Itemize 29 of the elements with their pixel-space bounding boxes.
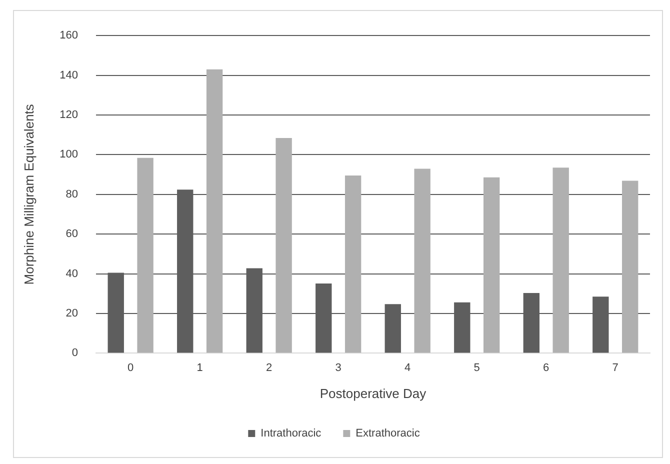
legend-label: Extrathoracic: [356, 428, 420, 440]
y-tick-label: 120: [60, 109, 78, 122]
y-tick-label: 80: [66, 188, 78, 200]
bar: [206, 69, 223, 353]
bar: [414, 168, 430, 353]
y-tick-label: 140: [60, 69, 78, 82]
bar: [276, 138, 292, 353]
legend-label: Intrathoracic: [260, 428, 322, 440]
y-tick-label: 0: [72, 347, 78, 360]
bar: [622, 180, 638, 353]
x-tick-label: 2: [266, 362, 272, 374]
bar: [552, 168, 569, 353]
y-tick-label: 40: [66, 268, 78, 280]
x-axis-title: Postoperative Day: [320, 386, 427, 401]
y-tick-label: 160: [60, 30, 78, 42]
y-tick-label: 60: [66, 228, 78, 240]
x-tick-label: 7: [612, 362, 618, 374]
x-tick-label: 6: [543, 362, 550, 374]
x-tick-label: 5: [474, 362, 480, 374]
bar: [137, 158, 154, 353]
x-tick-label: 0: [128, 362, 134, 374]
x-tick-label: 3: [335, 362, 342, 374]
y-axis-title: Morphine Milligram Equivalents: [21, 104, 36, 285]
y-tick-label: 20: [66, 308, 78, 320]
bar: [483, 177, 500, 353]
bar: [344, 176, 362, 353]
y-tick-label: 100: [60, 148, 78, 161]
x-tick-label: 1: [196, 362, 203, 374]
x-tick-label: 4: [404, 362, 411, 374]
